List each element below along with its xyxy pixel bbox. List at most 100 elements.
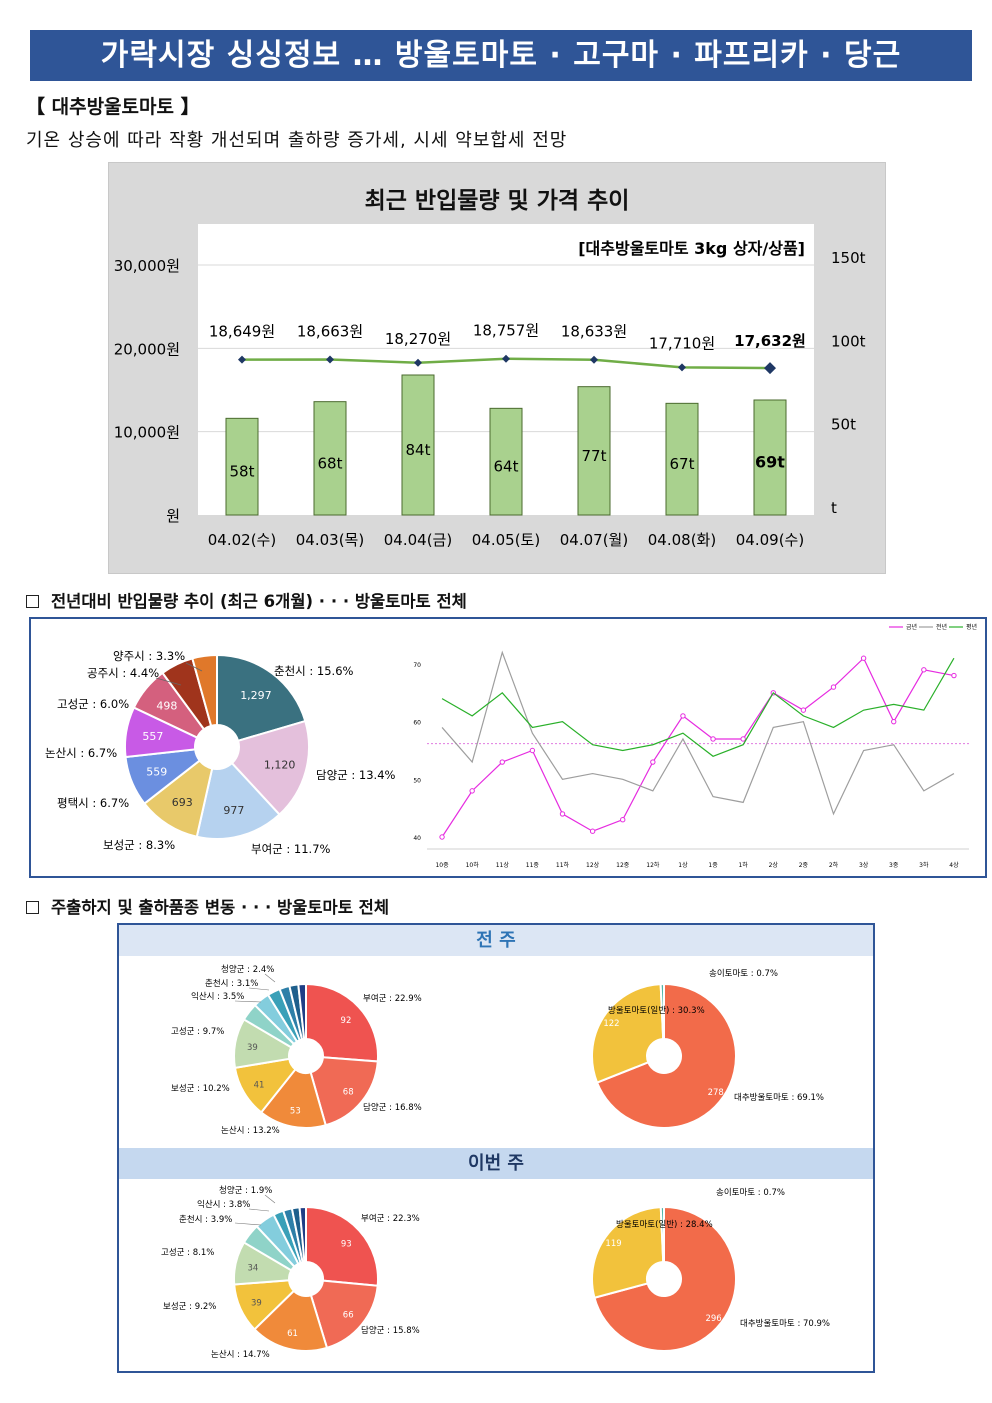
leader-line bbox=[234, 1222, 262, 1226]
pie-category-label: 청양군 : 1.9% bbox=[219, 1185, 272, 1196]
pie-category-label: 익산시 : 3.8% bbox=[197, 1199, 250, 1210]
leader-line bbox=[185, 662, 203, 672]
pie-category-label: 방울토마토(일반) : 30.3% bbox=[608, 1005, 705, 1016]
pie-category-label: 양주시 : 3.3% bbox=[113, 649, 185, 663]
pie-slice bbox=[216, 653, 307, 743]
pie-category-label: 청양군 : 2.4% bbox=[221, 964, 274, 975]
series-marker bbox=[891, 718, 897, 725]
pie-value-label: 39 bbox=[251, 1298, 262, 1308]
pie-category-label: 보성군 : 10.2% bbox=[171, 1084, 230, 1094]
pie-category-label: 춘천시 : 15.6% bbox=[274, 664, 354, 678]
x-axis-tick: 4상 bbox=[949, 861, 959, 869]
pie-value-label: 92 bbox=[341, 1016, 352, 1026]
pie-value-label: 122 bbox=[603, 1019, 619, 1029]
series-marker bbox=[740, 736, 746, 742]
x-axis-tick: 11하 bbox=[556, 861, 570, 869]
volume-bar bbox=[401, 374, 435, 516]
pie-slice bbox=[309, 1056, 379, 1127]
pie-value-label: 34 bbox=[247, 1264, 258, 1274]
series-marker bbox=[860, 655, 867, 661]
series-line bbox=[441, 650, 955, 816]
pie-value-label: 68 bbox=[343, 1087, 354, 1097]
leader-line bbox=[234, 1000, 262, 1003]
price-label: 18,649원 bbox=[209, 323, 275, 341]
prev-week-variety-pie: 278 122 대추방울토마토 : 69.1% 방울토마토(일반) : 30.3% 송이… bbox=[591, 968, 824, 1129]
origin-variety-panel: 전 주 92 68 53 41 39 부여군 : 22.9% 담양군 : 16.8% 논산시 … bbox=[117, 923, 875, 1373]
pie-value-label: 1,120 bbox=[264, 758, 296, 771]
pie-category-label: 부여군 : 22.3% bbox=[361, 1213, 420, 1224]
date-tick: 04.07(월) bbox=[560, 531, 628, 549]
yoy-trend-line-chart: 70 60 50 40 10중 10하 11상 11중 11하 12상 12중 12하 1상 1중 1하 2상… bbox=[413, 623, 977, 869]
y-axis-tick: 50 bbox=[413, 777, 421, 784]
volume-label: 84t bbox=[406, 441, 431, 459]
pie-slice bbox=[259, 1067, 327, 1129]
pie-category-label: 대추방울토마토 : 70.9% bbox=[740, 1318, 830, 1329]
volume-bar bbox=[753, 399, 787, 516]
x-axis-tick: 10하 bbox=[466, 861, 480, 869]
left-axis-tick: 20,000원 bbox=[114, 340, 180, 358]
price-marker bbox=[502, 354, 510, 363]
series-marker bbox=[921, 667, 927, 673]
section2-title-text: 전년대비 반입물량 추이 (최근 6개월) · · · 방울토마토 전체 bbox=[51, 592, 467, 611]
pie-value-label: 93 bbox=[341, 1239, 352, 1249]
pie-category-label: 부여군 : 11.7% bbox=[251, 842, 331, 856]
pie-value-label: 278 bbox=[708, 1088, 724, 1098]
series-line bbox=[441, 657, 955, 838]
x-axis-tick: 1상 bbox=[678, 861, 688, 869]
y-axis-tick: 60 bbox=[413, 720, 421, 727]
pie-category-label: 익산시 : 3.5% bbox=[191, 991, 244, 1002]
pie-slice bbox=[305, 1205, 379, 1287]
price-marker bbox=[238, 355, 246, 364]
volume-price-chart: [대추방울토마토 3kg 상자/상품] 30,000원 20,000원 10,000원… bbox=[114, 224, 866, 549]
pie-category-label: 송이토마토 : 0.7% bbox=[709, 968, 778, 979]
pie-value-label: 693 bbox=[172, 796, 193, 809]
right-axis-tick: 50t bbox=[831, 416, 856, 434]
x-axis-tick: 2상 bbox=[769, 861, 779, 869]
series-marker bbox=[529, 747, 536, 754]
pie-value-label: 557 bbox=[142, 730, 163, 743]
y-axis-tick: 70 bbox=[413, 662, 421, 669]
left-axis-tick: 10,000원 bbox=[114, 424, 180, 442]
x-axis-tick: 10중 bbox=[435, 862, 449, 869]
series-line bbox=[441, 657, 955, 757]
legend-label: 전년 bbox=[936, 623, 947, 631]
chart1-title: 최근 반입물량 및 가격 추이 bbox=[364, 188, 630, 214]
series-marker bbox=[830, 684, 837, 690]
date-tick: 04.09(수) bbox=[736, 531, 804, 549]
checkbox-square-icon bbox=[26, 595, 39, 608]
x-axis-tick: 1중 bbox=[708, 862, 718, 869]
left-axis-tick: 원 bbox=[166, 507, 180, 525]
pie-value-label: 39 bbox=[247, 1043, 258, 1053]
pie-value-label: 498 bbox=[156, 700, 177, 713]
this-week-variety-pie: 296 119 대추방울토마토 : 70.9% 방울토마토(일반) : 28.4% 송이… bbox=[591, 1187, 830, 1352]
pie-slice bbox=[230, 719, 310, 816]
right-axis-tick: t bbox=[831, 499, 837, 517]
pie-value-label: 53 bbox=[290, 1106, 301, 1116]
price-label: 17,710원 bbox=[649, 334, 715, 352]
price-marker bbox=[414, 358, 422, 367]
right-axis-tick: 150t bbox=[831, 249, 866, 267]
x-axis-tick: 1하 bbox=[738, 861, 748, 869]
volume-label: 77t bbox=[582, 447, 607, 465]
pie-slice bbox=[659, 1205, 665, 1264]
pie-value-label: 296 bbox=[705, 1314, 721, 1324]
pie-category-label: 고성군 : 8.1% bbox=[161, 1248, 214, 1258]
series-marker bbox=[620, 817, 626, 823]
volume-bar bbox=[665, 402, 699, 516]
pie-slice bbox=[297, 982, 307, 1041]
date-tick: 04.03(목) bbox=[296, 531, 364, 549]
pie-category-label: 논산시 : 14.7% bbox=[211, 1349, 270, 1360]
leader-line bbox=[248, 987, 270, 991]
pie-category-label: 보성군 : 9.2% bbox=[163, 1302, 216, 1312]
series-marker bbox=[439, 834, 445, 840]
pie-value-label: 559 bbox=[146, 765, 167, 778]
volume-label: 68t bbox=[318, 454, 343, 472]
product-subhead: 【 대추방울토마토 】 bbox=[26, 96, 200, 118]
price-label: 18,270원 bbox=[385, 330, 451, 348]
pie-slice bbox=[591, 983, 665, 1084]
price-label: 18,633원 bbox=[561, 323, 627, 341]
pie-category-label: 보성군 : 8.3% bbox=[103, 838, 175, 852]
volume-label: 67t bbox=[670, 455, 695, 473]
chart1-note: [대추방울토마토 3kg 상자/상품] bbox=[578, 239, 805, 258]
series-marker bbox=[469, 788, 475, 794]
